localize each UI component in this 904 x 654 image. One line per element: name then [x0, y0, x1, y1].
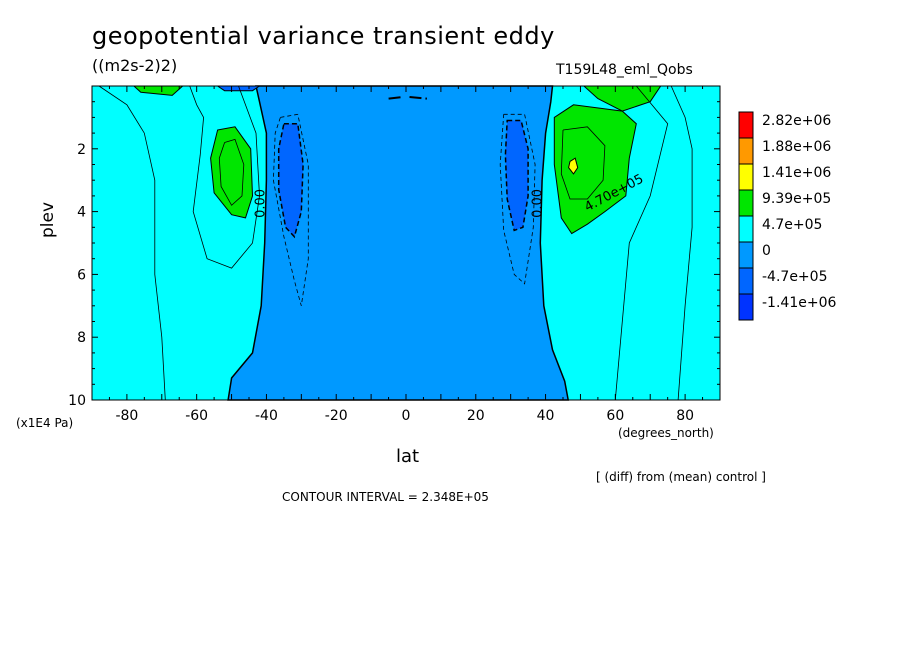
contour-interval: CONTOUR INTERVAL = 2.348E+05 — [282, 490, 489, 504]
x-axis-unit: (degrees_north) — [618, 426, 714, 440]
x-axis-label: lat — [396, 446, 420, 467]
x-tick-label: 0 — [402, 408, 411, 424]
contour-line — [218, 138, 245, 206]
legend-swatch — [738, 267, 754, 295]
diff-note: [ (diff) from (mean) control ] — [596, 470, 766, 484]
chart-units: ((m2s-2)2) — [92, 56, 178, 75]
legend-swatch — [738, 215, 754, 243]
contour-line — [189, 85, 260, 269]
x-tick-label: -20 — [325, 408, 348, 424]
axis-ticks — [91, 85, 721, 401]
legend-swatch — [738, 241, 754, 269]
x-tick-label: -80 — [115, 408, 138, 424]
northern-negative-lobe — [504, 119, 529, 232]
dashed-contour-line — [272, 113, 309, 306]
chart-title: geopotential variance transient eddy — [92, 22, 555, 50]
contour-line — [560, 126, 606, 200]
x-tick-label: -60 — [185, 408, 208, 424]
y-tick-label: 4 — [77, 205, 86, 221]
y-tick-label: 8 — [77, 330, 86, 346]
contour-label: 0.00 — [530, 189, 545, 218]
x-tick-label: 40 — [537, 408, 555, 424]
legend-swatch — [738, 111, 754, 139]
contour-line — [614, 85, 669, 401]
contour-line — [98, 85, 166, 401]
legend-label: -1.41e+06 — [762, 295, 837, 311]
legend-label: 9.39e+05 — [762, 191, 832, 207]
y-tick-label: 6 — [77, 267, 86, 283]
x-tick-label: -40 — [255, 408, 278, 424]
contour-line — [670, 85, 693, 401]
southern-negative-lobe — [277, 122, 304, 239]
dashed-contour-line — [499, 113, 536, 285]
y-axis-label: plev — [38, 201, 58, 238]
legend-label: 2.82e+06 — [762, 113, 832, 129]
colorbar-legend — [738, 111, 754, 321]
tick-labels: -80 -60 -40 -20 0 20 40 60 80 2 4 6 8 10 — [68, 142, 694, 424]
dashed-contour-line — [388, 96, 427, 100]
x-tick-label: 60 — [606, 408, 624, 424]
contour-fills — [92, 85, 720, 401]
legend-label: 4.7e+05 — [762, 217, 823, 233]
legend-label: 1.41e+06 — [762, 165, 832, 181]
contour-label: 0.00 — [254, 189, 269, 218]
run-label: T159L48_eml_Qobs — [556, 62, 693, 78]
y-tick-label: 10 — [68, 393, 86, 409]
legend-swatch — [738, 189, 754, 217]
x-tick-label: 20 — [467, 408, 485, 424]
legend-label: -4.7e+05 — [762, 269, 828, 285]
contour-lines — [98, 85, 693, 401]
legend-swatch — [738, 163, 754, 191]
northern-positive-region — [553, 104, 637, 235]
legend-label: 0 — [762, 243, 771, 259]
legend-swatch — [738, 293, 754, 321]
legend-label: 1.88e+06 — [762, 139, 832, 155]
y-tick-label: 2 — [77, 142, 86, 158]
northern-positive-core — [568, 157, 579, 175]
legend-swatch — [738, 137, 754, 165]
y-axis-unit: (x1E4 Pa) — [16, 416, 74, 430]
x-tick-label: 80 — [676, 408, 694, 424]
